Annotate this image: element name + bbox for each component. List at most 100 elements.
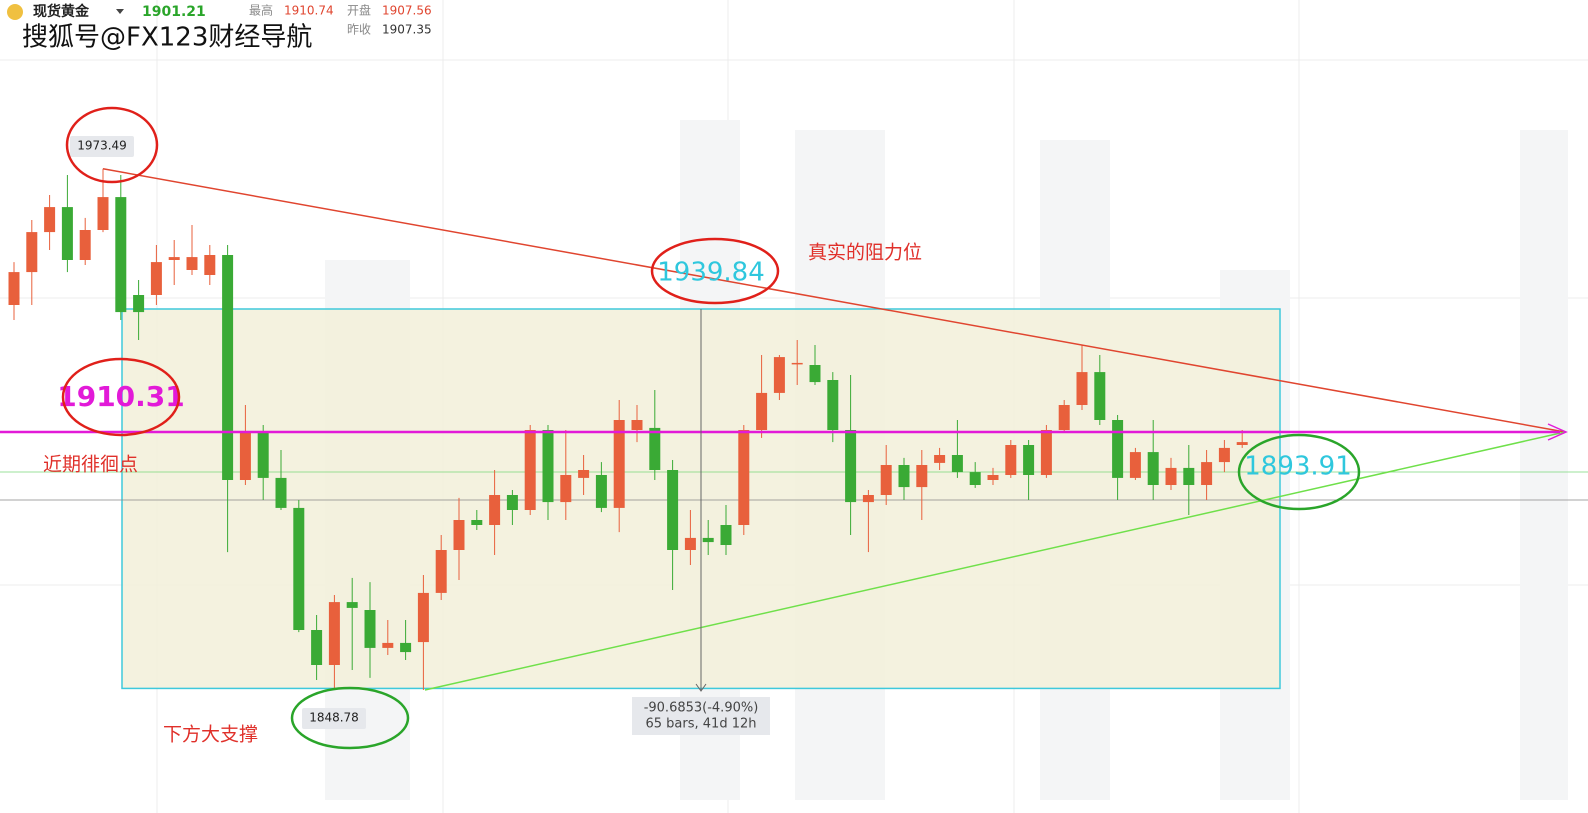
resistance-text: 真实的阻力位	[808, 242, 922, 264]
candle-body	[346, 602, 358, 608]
candle-body	[720, 525, 732, 545]
low-tag-box	[302, 708, 366, 729]
highlight-ellipse	[61, 357, 181, 437]
candle-body	[168, 257, 180, 260]
candle-body	[79, 230, 91, 260]
candle-body	[684, 537, 696, 550]
highlight-ellipse	[1237, 433, 1361, 511]
candle-body	[471, 520, 483, 525]
highlight-ellipse	[65, 106, 159, 184]
candle-body	[44, 207, 56, 233]
candle-body	[417, 592, 429, 643]
candle-body	[649, 427, 661, 470]
low-tag: 1848.78	[309, 711, 359, 725]
candle-body	[364, 610, 376, 648]
candle-body	[898, 465, 910, 488]
candle-body	[489, 495, 501, 525]
candle-body	[97, 197, 109, 230]
candle-body	[524, 430, 536, 510]
candle-body	[1005, 445, 1017, 475]
open-value: 1907.56	[382, 4, 432, 18]
candle-body	[862, 495, 874, 503]
candle-body	[845, 430, 857, 503]
measure-arrow	[695, 683, 707, 692]
candle-body	[8, 272, 20, 305]
high-tag-box	[70, 136, 134, 157]
open-label: 开盘	[347, 3, 371, 18]
resistance-label: 1939.84	[657, 258, 765, 288]
candle-body	[880, 465, 892, 495]
candle-body	[133, 295, 145, 313]
price: 1901.21	[142, 4, 206, 20]
candle-body	[115, 197, 127, 313]
candle-body	[916, 465, 928, 488]
symbol-dropdown	[116, 9, 124, 14]
candle-body	[257, 432, 269, 478]
candle-body	[1040, 430, 1052, 475]
candle-body	[560, 475, 572, 503]
candle-body	[1112, 420, 1124, 478]
candle-body	[542, 430, 554, 503]
candle-body	[204, 255, 216, 275]
watermark: 搜狐号@FX123财经导航	[22, 23, 312, 53]
measure-label-box	[632, 697, 770, 735]
pivot-label: 1910.31	[57, 380, 185, 413]
candle-body	[435, 550, 447, 593]
support-text: 下方大支撑	[163, 724, 258, 746]
candle-body	[969, 472, 981, 485]
candle-body	[293, 507, 305, 630]
high-label: 最高	[249, 3, 273, 18]
candle-body	[453, 520, 465, 550]
candle-body	[578, 470, 590, 478]
resistance-trendline	[102, 168, 1566, 433]
prev-close-value: 1907.35	[382, 23, 432, 37]
measure-change: -90.6853(-4.90%)	[644, 701, 759, 716]
candle-body	[1076, 372, 1088, 405]
candle-body	[631, 420, 643, 430]
candle-body	[987, 475, 999, 480]
candle-body	[382, 642, 394, 648]
arrow-head	[1547, 423, 1568, 441]
candle-body	[827, 380, 839, 430]
current-label: 1893.91	[1244, 452, 1352, 482]
candle-body	[934, 455, 946, 463]
candle-body	[702, 537, 714, 543]
candle-body	[809, 365, 821, 383]
highlight-ellipse	[650, 237, 780, 305]
candle-body	[1218, 447, 1230, 463]
candle-body	[738, 430, 750, 525]
candle-body	[1023, 445, 1035, 475]
high-value: 1910.74	[284, 4, 334, 18]
support-trendline	[424, 431, 1566, 691]
candle-body	[791, 362, 803, 365]
candle-body	[26, 232, 38, 273]
candle-body	[1147, 452, 1159, 485]
candle-body	[506, 495, 518, 510]
candle-body	[328, 602, 340, 665]
candle-body	[773, 357, 785, 393]
pivot-text: 近期徘徊点	[43, 454, 138, 476]
candle-body	[186, 257, 198, 270]
candle-body	[756, 392, 768, 430]
candle-body	[61, 207, 73, 260]
candle-body	[595, 475, 607, 508]
candle-body	[275, 477, 287, 508]
candle-body	[239, 432, 251, 480]
candle-body	[400, 642, 412, 653]
candle-body	[1058, 405, 1070, 430]
candle-body	[311, 630, 323, 665]
candle-body	[951, 455, 963, 473]
symbol-icon	[7, 4, 23, 20]
prev-close-label: 昨收	[347, 23, 371, 37]
candle-body	[1094, 372, 1106, 420]
highlight-ellipse	[290, 686, 410, 750]
candle-body	[222, 255, 234, 480]
high-tag: 1973.49	[77, 139, 127, 153]
candle-body	[1236, 442, 1248, 445]
candle-body	[613, 420, 625, 508]
candle-body	[1201, 462, 1213, 485]
candle-body	[1183, 467, 1195, 485]
candle-body	[667, 470, 679, 550]
